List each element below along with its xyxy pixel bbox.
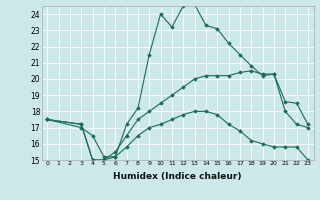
X-axis label: Humidex (Indice chaleur): Humidex (Indice chaleur) xyxy=(113,172,242,181)
